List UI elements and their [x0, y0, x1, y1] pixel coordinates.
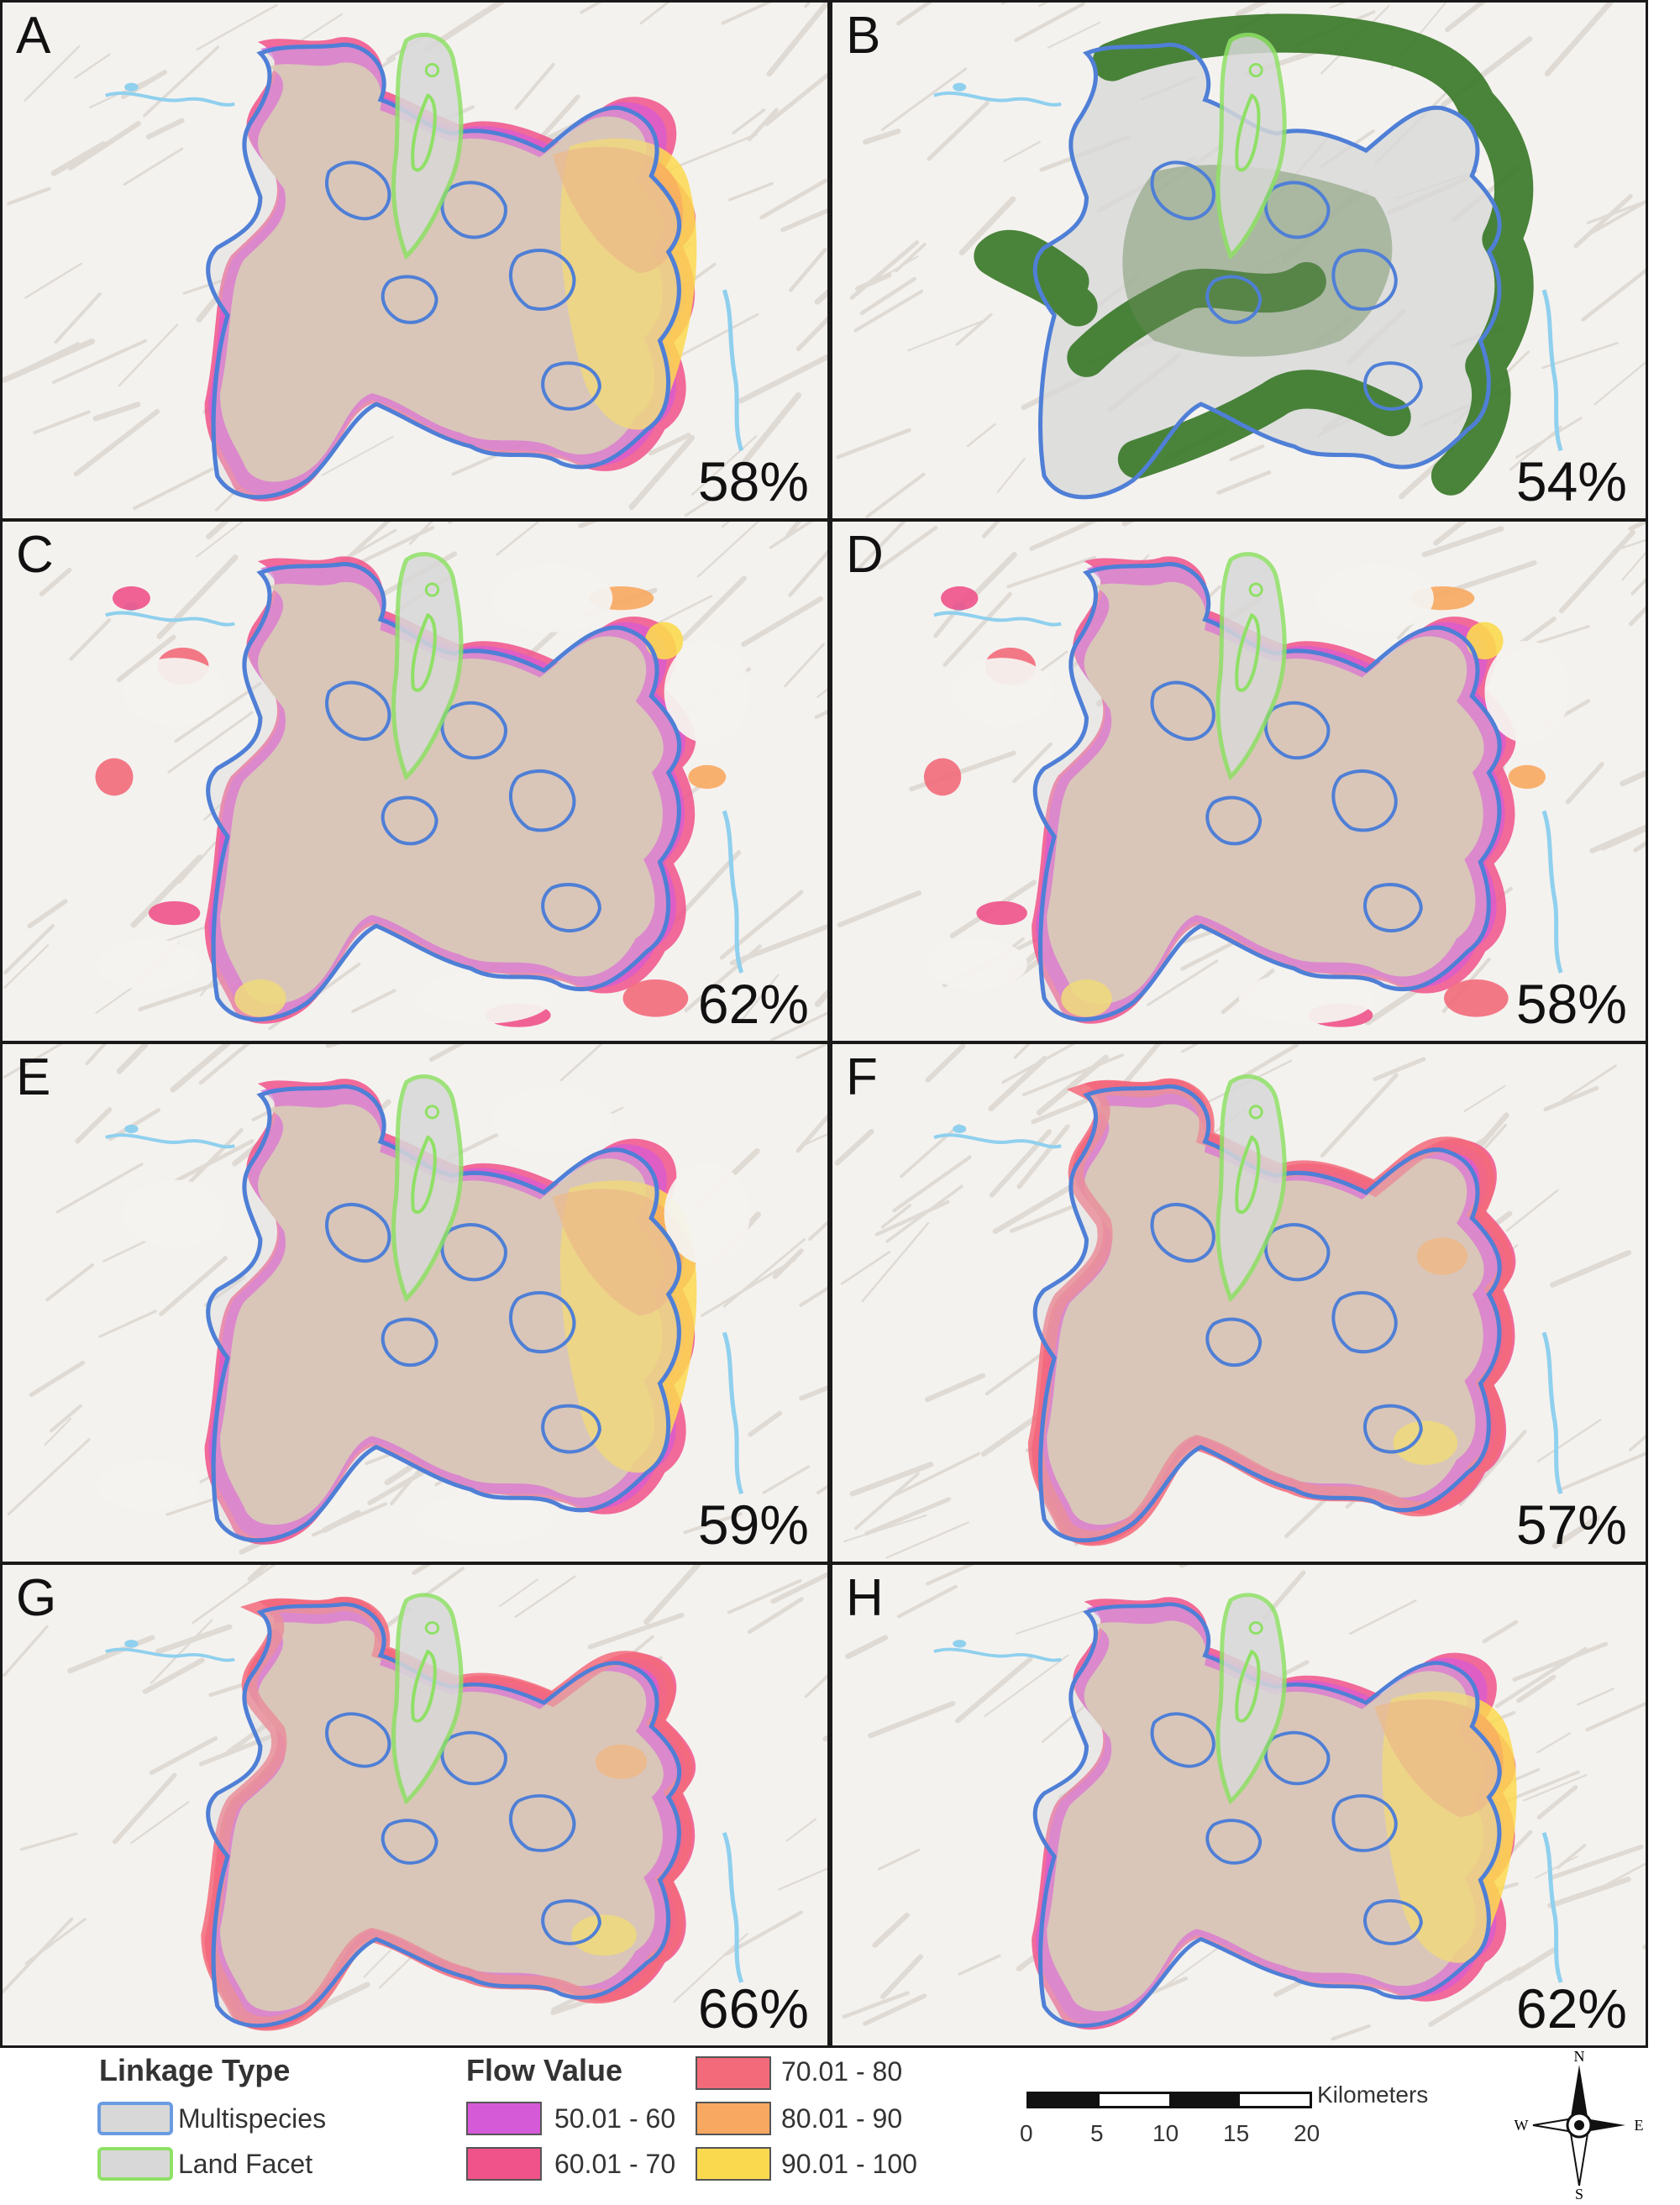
panel-percent: 57% [1516, 1493, 1627, 1557]
panel-letter: C [16, 525, 54, 585]
panel-letter: E [16, 1047, 50, 1107]
compass-w: W [1515, 2117, 1529, 2134]
panel-letter: A [16, 6, 50, 66]
compass-e: E [1635, 2117, 1644, 2134]
map-h [832, 1565, 1646, 2045]
flow-swatch-90-100 [696, 2147, 771, 2181]
flow-label-70-80: 70.01 - 80 [781, 2056, 902, 2087]
scale-tick-5: 5 [1090, 2120, 1104, 2147]
panel-percent: 54% [1516, 449, 1627, 513]
scale-tick-20: 20 [1294, 2120, 1320, 2147]
map-g [3, 1565, 827, 2045]
panel-percent: 66% [698, 1977, 809, 2040]
panel-letter: D [846, 525, 884, 585]
flow-value-title: Flow Value [466, 2053, 622, 2088]
scale-tick-10: 10 [1152, 2120, 1179, 2147]
flow-swatch-70-80 [696, 2056, 771, 2090]
linkage-type-title: Linkage Type [99, 2053, 290, 2088]
multispecies-swatch [97, 2102, 173, 2135]
map-panel-g: G 66% [0, 1562, 830, 2048]
panel-letter: F [846, 1047, 878, 1107]
map-panel-c: C 62% [0, 519, 830, 1043]
land-facet-label: Land Facet [178, 2149, 312, 2180]
map-panel-f: F 57% [830, 1042, 1648, 1564]
map-d [832, 522, 1646, 1041]
scale-tick-15: 15 [1223, 2120, 1249, 2147]
panel-letter: H [846, 1568, 884, 1628]
panel-percent: 58% [698, 449, 809, 513]
flow-swatch-60-70 [466, 2147, 542, 2181]
map-e [3, 1044, 827, 1562]
panel-percent: 59% [698, 1493, 809, 1557]
flow-swatch-80-90 [696, 2102, 771, 2135]
scale-unit-label: Kilometers [1317, 2082, 1428, 2108]
compass-n: N [1574, 2050, 1585, 2065]
north-arrow-compass-icon: N S W E [1508, 2050, 1651, 2201]
flow-label-60-70: 60.01 - 70 [554, 2149, 675, 2180]
map-panel-h: H 62% [830, 1562, 1648, 2048]
compass-s: S [1575, 2186, 1583, 2201]
flow-label-80-90: 80.01 - 90 [781, 2103, 902, 2134]
legend: Linkage Type Multispecies Land Facet Flo… [0, 2046, 1680, 2204]
multispecies-label: Multispecies [178, 2103, 326, 2134]
land-facet-swatch [97, 2147, 173, 2181]
map-panel-d: D 58% [830, 519, 1648, 1043]
map-panel-b: B 54% [830, 0, 1648, 521]
panel-percent: 62% [698, 972, 809, 1036]
panel-percent: 62% [1516, 1977, 1627, 2040]
flow-swatch-50-60 [466, 2102, 542, 2135]
map-f [832, 1044, 1646, 1562]
flow-label-50-60: 50.01 - 60 [554, 2103, 675, 2134]
panel-percent: 58% [1516, 972, 1627, 1036]
map-b [832, 3, 1646, 518]
map-panel-a: A 58% [0, 0, 830, 521]
map-panel-e: E 59% [0, 1042, 830, 1564]
panel-letter: B [846, 6, 880, 66]
map-c [3, 522, 827, 1041]
scale-bar [1026, 2092, 1312, 2108]
flow-label-90-100: 90.01 - 100 [781, 2149, 917, 2180]
map-a [3, 3, 827, 518]
scale-tick-0: 0 [1020, 2120, 1033, 2147]
panel-letter: G [16, 1568, 56, 1628]
